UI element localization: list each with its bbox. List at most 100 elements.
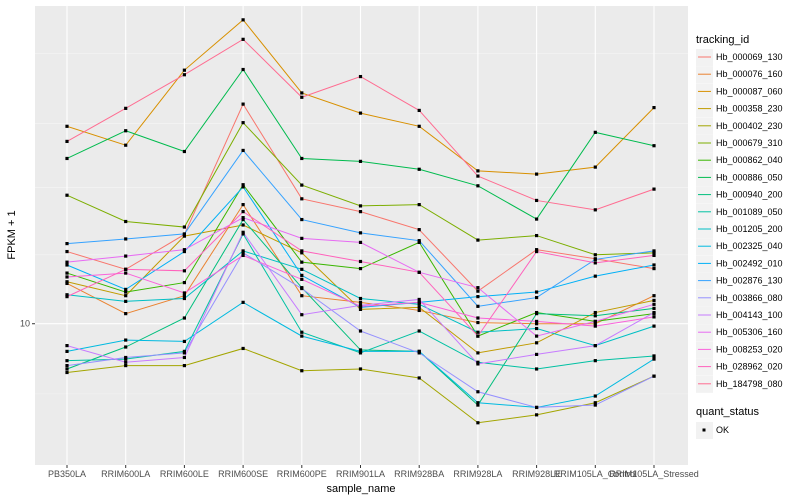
data-point	[124, 345, 128, 349]
legend-item: Hb_008253_020	[696, 341, 783, 359]
data-point	[593, 257, 597, 262]
data-point	[593, 130, 597, 134]
data-point	[300, 95, 304, 99]
legend-label: Hb_008253_020	[716, 344, 783, 354]
data-point	[652, 251, 656, 255]
legend: tracking_id Hb_000069_130Hb_000076_160Hb…	[696, 34, 783, 393]
data-point	[652, 324, 656, 328]
data-point	[182, 280, 186, 285]
data-point	[593, 165, 597, 169]
legend-title: tracking_id	[696, 34, 749, 46]
data-point	[65, 193, 69, 197]
data-point	[65, 293, 69, 297]
data-point	[241, 300, 245, 304]
data-point	[535, 413, 539, 417]
legend-item: Hb_000087_060	[696, 83, 783, 101]
data-point	[417, 124, 421, 128]
data-point	[652, 105, 656, 110]
data-point	[417, 308, 421, 313]
data-point	[476, 286, 480, 290]
data-point	[241, 203, 245, 207]
data-point	[593, 403, 597, 407]
data-point	[241, 185, 245, 189]
data-point	[593, 253, 597, 257]
data-point	[124, 290, 128, 294]
data-point	[65, 281, 69, 286]
data-point	[65, 275, 69, 279]
legend-item: Hb_028962_020	[696, 358, 783, 376]
data-point	[241, 253, 245, 258]
y-tick-label: 10	[20, 319, 30, 329]
data-point	[476, 351, 480, 355]
x-axis-title: sample_name	[326, 483, 395, 495]
data-point	[535, 352, 539, 357]
data-point	[300, 334, 304, 338]
data-point	[476, 289, 480, 293]
data-point	[417, 239, 421, 243]
data-point	[124, 312, 128, 316]
data-point	[182, 269, 186, 273]
data-point	[358, 74, 363, 79]
data-point	[358, 231, 363, 235]
data-point	[652, 374, 656, 378]
legend-label: Hb_000862_040	[716, 155, 783, 165]
legend-item: Hb_000076_160	[696, 66, 783, 84]
data-point	[241, 102, 245, 106]
data-point	[593, 314, 597, 318]
data-point	[182, 248, 186, 252]
data-point	[300, 183, 304, 187]
data-point	[182, 339, 186, 344]
data-point	[535, 326, 539, 331]
data-point	[65, 363, 69, 368]
data-point	[417, 203, 421, 207]
data-point	[182, 234, 186, 238]
data-point	[358, 111, 363, 115]
data-point	[65, 349, 69, 353]
plot-panel	[35, 6, 688, 465]
data-point	[182, 291, 186, 295]
x-tick-label: PB350LA	[48, 469, 86, 479]
data-point	[124, 287, 128, 291]
data-point	[652, 249, 656, 253]
x-tick-label: RRIM600LA	[101, 469, 150, 479]
data-point	[300, 156, 304, 161]
data-point	[124, 129, 128, 133]
data-point	[593, 401, 597, 405]
data-point	[417, 270, 421, 274]
legend-item: Hb_000069_130	[696, 49, 783, 66]
data-point	[476, 169, 480, 173]
data-point	[476, 401, 480, 405]
data-point	[300, 91, 304, 95]
data-point	[535, 198, 539, 203]
data-point	[65, 260, 69, 264]
data-point	[65, 343, 69, 348]
legend-item: Hb_002876_130	[696, 272, 783, 290]
data-point	[652, 144, 656, 148]
data-point	[476, 360, 480, 364]
data-point	[65, 280, 69, 284]
data-point	[124, 363, 128, 368]
x-tick-label: RRIM105LA_Stressed	[609, 469, 699, 479]
data-points	[65, 18, 656, 425]
legend-label: Hb_000358_230	[716, 104, 783, 114]
data-point	[652, 266, 656, 271]
data-point	[652, 187, 656, 191]
legend-label: Hb_028962_020	[716, 362, 783, 372]
data-point	[652, 294, 656, 298]
data-point	[535, 217, 539, 221]
data-point	[124, 267, 128, 271]
data-point	[300, 251, 304, 255]
legend-point-marker	[702, 428, 706, 432]
data-point	[241, 37, 245, 41]
data-point	[535, 341, 539, 345]
quant-status-legend-title: quant_status	[696, 406, 759, 418]
data-point	[182, 232, 186, 236]
data-point	[182, 149, 186, 154]
data-point	[300, 273, 304, 277]
data-point	[535, 290, 539, 294]
data-point	[535, 249, 539, 254]
data-point	[358, 204, 363, 208]
legend-label: Hb_003866_080	[716, 293, 783, 303]
legend-item: Hb_000402_230	[696, 117, 783, 135]
